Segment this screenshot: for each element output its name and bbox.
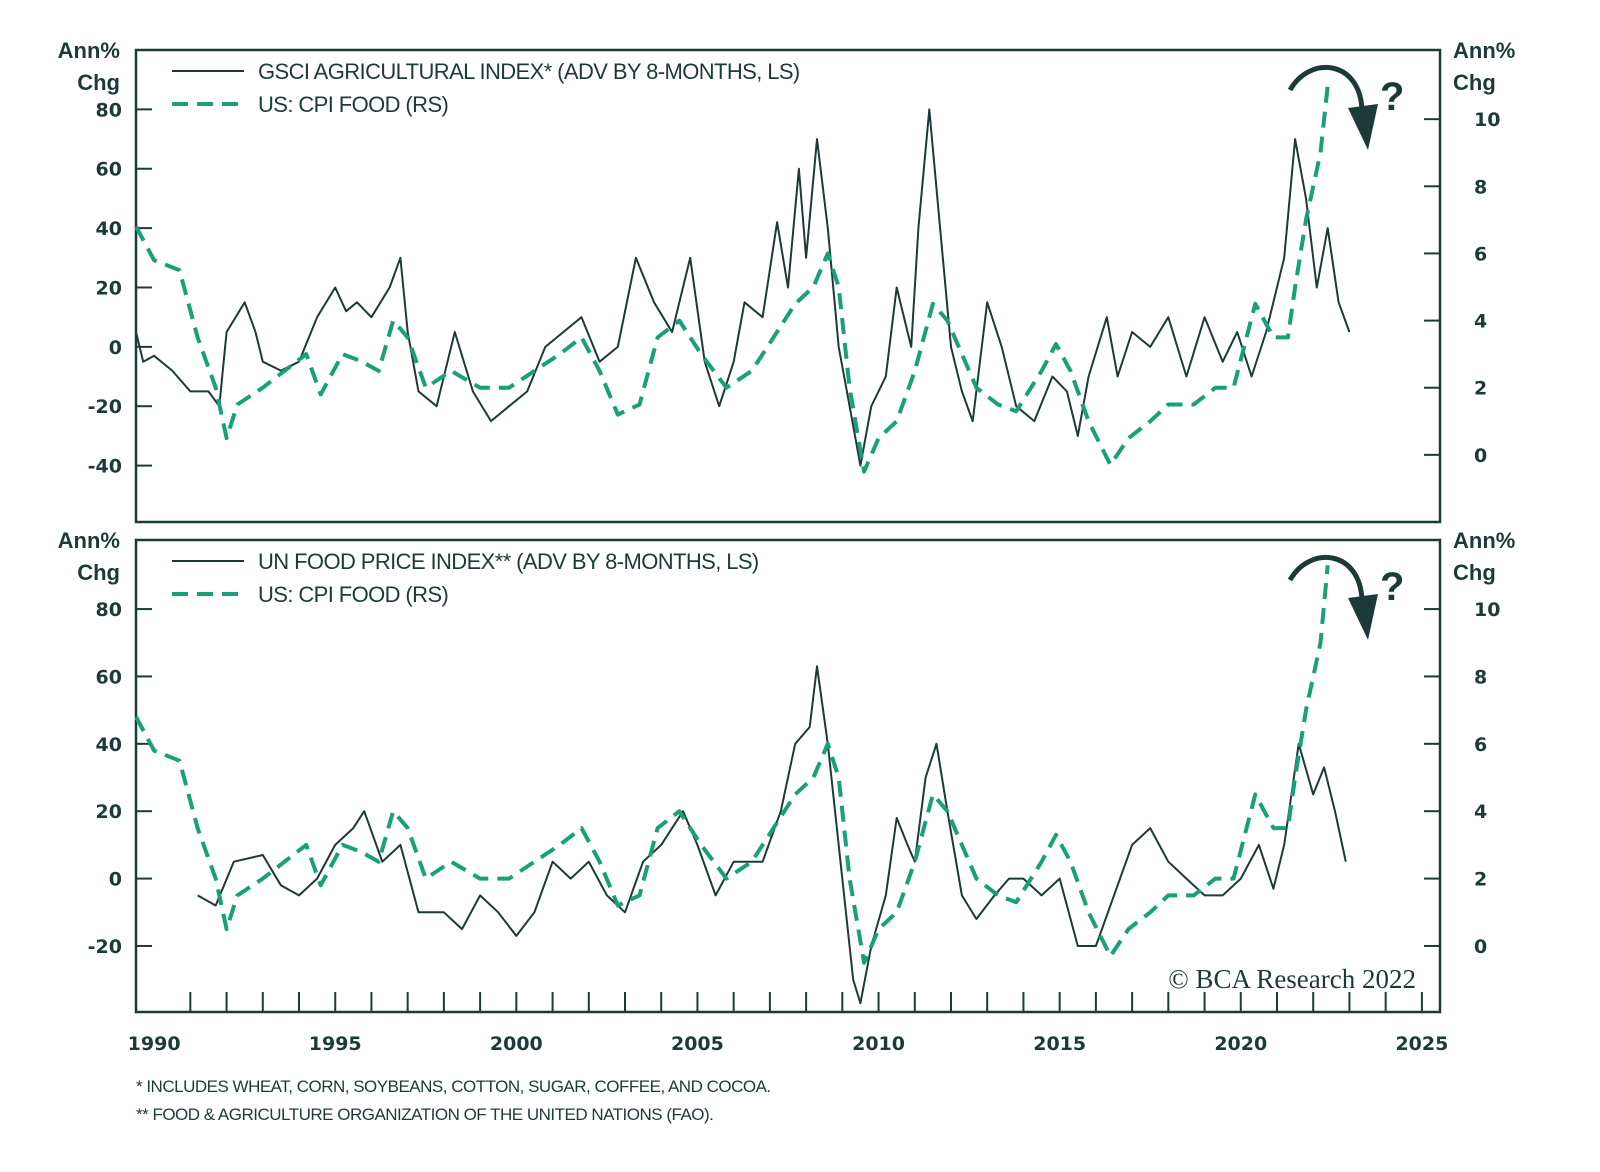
y-left-tick-label: 80 <box>96 599 122 621</box>
legend-label: US: CPI FOOD (RS) <box>258 92 448 117</box>
legend-label: US: CPI FOOD (RS) <box>258 582 448 607</box>
y-right-axis-label: Chg <box>1453 560 1496 585</box>
y-left-tick-label: 80 <box>96 99 122 121</box>
x-tick-label: 2015 <box>1033 1033 1086 1055</box>
y-left-tick-label: 60 <box>96 159 122 181</box>
y-left-axis-label: Chg <box>77 70 120 95</box>
cpi-food-line <box>134 85 1330 474</box>
y-right-tick-label: 8 <box>1474 176 1487 198</box>
y-left-axis-label: Chg <box>77 560 120 585</box>
y-right-tick-label: 2 <box>1474 378 1487 400</box>
copyright: © BCA Research 2022 <box>1168 964 1416 994</box>
plot-frame <box>134 48 1442 524</box>
y-left-tick-label: 40 <box>96 218 122 240</box>
y-left-tick-label: -20 <box>88 396 122 418</box>
x-tick-label: 2025 <box>1395 1033 1448 1055</box>
curved-arrow-icon <box>1287 64 1365 111</box>
y-right-tick-label: 0 <box>1474 445 1487 467</box>
y-left-axis-label: Ann% <box>58 528 120 553</box>
x-tick-label: 2005 <box>671 1033 724 1055</box>
arrow-head-icon <box>1348 104 1378 150</box>
y-left-tick-label: 20 <box>96 801 122 823</box>
x-tick-label: 2000 <box>490 1033 543 1055</box>
y-right-axis-label: Ann% <box>1453 38 1515 63</box>
x-tick-label: 1990 <box>128 1033 181 1055</box>
y-right-tick-label: 2 <box>1474 869 1487 891</box>
arrow-head-icon <box>1348 594 1378 640</box>
y-left-tick-label: -20 <box>88 936 122 958</box>
y-left-tick-label: 20 <box>96 277 122 299</box>
index-line <box>135 108 1351 467</box>
y-right-tick-label: 4 <box>1474 801 1487 823</box>
y-left-tick-label: 0 <box>109 337 122 359</box>
plot-frame <box>134 538 1442 1014</box>
x-tick-label: 1995 <box>309 1033 362 1055</box>
panel-1: 806040200-20-401086420Ann%ChgAnn%ChgGSCI… <box>58 38 1515 524</box>
footnote-1: * INCLUDES WHEAT, CORN, SOYBEANS, COTTON… <box>136 1077 771 1096</box>
y-right-tick-label: 6 <box>1474 243 1487 265</box>
y-right-axis-label: Chg <box>1453 70 1496 95</box>
x-tick-label: 2010 <box>852 1033 905 1055</box>
y-right-tick-label: 0 <box>1474 936 1487 958</box>
y-right-tick-label: 10 <box>1474 109 1500 131</box>
y-right-axis-label: Ann% <box>1453 528 1515 553</box>
y-right-tick-label: 4 <box>1474 311 1487 333</box>
index-line <box>197 665 1347 1005</box>
question-mark: ? <box>1380 565 1404 609</box>
legend-label: UN FOOD PRICE INDEX** (ADV BY 8-MONTHS, … <box>258 549 759 574</box>
y-left-tick-label: 40 <box>96 734 122 756</box>
y-left-tick-label: 60 <box>96 666 122 688</box>
y-right-tick-label: 6 <box>1474 734 1487 756</box>
y-right-tick-label: 8 <box>1474 666 1487 688</box>
curved-arrow-icon <box>1287 554 1365 601</box>
footnote-2: ** FOOD & AGRICULTURE ORGANIZATION OF TH… <box>136 1105 713 1124</box>
y-left-tick-label: 0 <box>109 869 122 891</box>
y-left-axis-label: Ann% <box>58 38 120 63</box>
x-tick-label: 2020 <box>1214 1033 1267 1055</box>
y-left-tick-label: -40 <box>88 456 122 478</box>
cpi-food-line <box>134 565 1330 965</box>
legend-label: GSCI AGRICULTURAL INDEX* (ADV BY 8-MONTH… <box>258 59 800 84</box>
y-right-tick-label: 10 <box>1474 599 1500 621</box>
question-mark: ? <box>1380 75 1404 119</box>
